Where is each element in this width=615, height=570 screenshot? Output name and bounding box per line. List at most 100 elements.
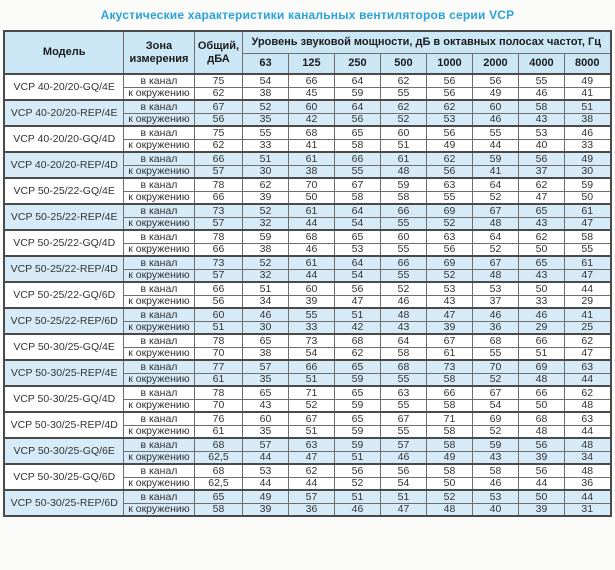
- total-dba-cell: 62,5: [193, 476, 243, 491]
- spl-value-cell: 49: [425, 138, 473, 153]
- spl-value-cell: 54: [471, 398, 519, 413]
- spl-value-cell: 37: [471, 294, 519, 309]
- total-dba-cell: 75: [193, 73, 243, 88]
- zone-cell: в канал: [122, 125, 195, 140]
- spl-value-cell: 61: [425, 346, 473, 361]
- zone-cell: в канал: [122, 229, 195, 244]
- total-dba-cell: 58: [193, 502, 243, 517]
- zone-cell: в канал: [122, 307, 195, 322]
- spl-value-cell: 59: [379, 177, 427, 192]
- spl-value-cell: 65: [241, 385, 289, 400]
- acoustic-characteristics-table: Модель Зона измерения Общий, дБА Уровень…: [3, 30, 612, 517]
- spl-value-cell: 56: [517, 463, 565, 478]
- spl-value-cell: 66: [379, 255, 427, 270]
- model-name: VCP 50-30/25-GQ/6E: [3, 437, 124, 465]
- zone-cell: в канал: [122, 177, 195, 192]
- spl-value-cell: 53: [425, 112, 473, 127]
- spl-value-cell: 65: [333, 125, 381, 140]
- spl-value-cell: 39: [241, 190, 289, 205]
- zone-cell: к окружению: [122, 476, 195, 491]
- spl-value-cell: 44: [241, 450, 289, 465]
- spl-value-cell: 58: [425, 437, 473, 452]
- table-body: VCP 40-20/20-GQ/4E в канал 75 54 66 64 62 56 56 5…: [3, 73, 612, 517]
- model-name: VCP 50-30/25-GQ/4D: [3, 385, 124, 413]
- zone-cell: в канал: [122, 203, 195, 218]
- spl-value-cell: 66: [379, 203, 427, 218]
- spl-value-cell: 51: [517, 346, 565, 361]
- total-dba-cell: 66: [193, 281, 243, 296]
- spl-value-cell: 51: [379, 489, 427, 504]
- spl-value-cell: 62: [517, 177, 565, 192]
- spl-value-cell: 56: [333, 281, 381, 296]
- spl-value-cell: 73: [287, 333, 335, 348]
- spl-value-cell: 37: [517, 164, 565, 179]
- spl-value-cell: 46: [379, 450, 427, 465]
- zone-cell: в канал: [122, 359, 195, 374]
- spl-value-cell: 46: [563, 125, 612, 140]
- col-header-freq-250: 250: [333, 52, 381, 75]
- col-header-freq-63: 63: [241, 52, 289, 75]
- spl-value-cell: 59: [241, 229, 289, 244]
- table-row: к окружению 57 32 44 54 55 52 48 43 47: [4, 268, 612, 283]
- spl-value-cell: 73: [425, 359, 473, 374]
- zone-cell: в канал: [122, 463, 195, 478]
- total-dba-cell: 57: [193, 216, 243, 231]
- spl-value-cell: 51: [287, 372, 335, 387]
- table-row: к окружению 62,5 44 47 51 46 49 43 39 34: [4, 450, 612, 465]
- model-name: VCP 40-20/20-GQ/4E: [3, 73, 124, 101]
- spl-value-cell: 51: [287, 424, 335, 439]
- total-dba-cell: 76: [193, 411, 243, 426]
- zone-cell: в канал: [122, 151, 195, 166]
- spl-value-cell: 67: [471, 385, 519, 400]
- spl-value-cell: 59: [333, 86, 381, 101]
- spl-value-cell: 53: [333, 242, 381, 257]
- col-header-freq-4000: 4000: [517, 52, 565, 75]
- spl-value-cell: 68: [287, 229, 335, 244]
- spl-value-cell: 55: [563, 242, 612, 257]
- col-header-freq-1000: 1000: [425, 52, 473, 75]
- spl-value-cell: 44: [241, 476, 289, 491]
- spl-value-cell: 69: [517, 359, 565, 374]
- zone-cell: к окружению: [122, 372, 195, 387]
- total-dba-cell: 66: [193, 242, 243, 257]
- spl-value-cell: 57: [287, 489, 335, 504]
- spl-value-cell: 67: [425, 333, 473, 348]
- spl-value-cell: 53: [471, 281, 519, 296]
- model-name: VCP 50-25/22-GQ/4D: [3, 229, 124, 257]
- model-name: VCP 50-30/25-REP/6D: [3, 489, 124, 517]
- col-header-freq-125: 125: [287, 52, 335, 75]
- spl-value-cell: 59: [471, 151, 519, 166]
- spl-value-cell: 44: [287, 216, 335, 231]
- spl-value-cell: 59: [471, 437, 519, 452]
- zone-cell: в канал: [122, 281, 195, 296]
- spl-value-cell: 65: [241, 333, 289, 348]
- spl-value-cell: 33: [241, 138, 289, 153]
- spl-value-cell: 44: [517, 476, 565, 491]
- total-dba-cell: 78: [193, 177, 243, 192]
- total-dba-cell: 56: [193, 294, 243, 309]
- spl-value-cell: 55: [379, 216, 427, 231]
- spl-value-cell: 50: [517, 242, 565, 257]
- spl-value-cell: 62: [379, 73, 427, 88]
- spl-value-cell: 51: [333, 489, 381, 504]
- table-row: VCP 50-30/25-GQ/6E в канал 68 57 63 59 57 58 59 5…: [3, 437, 612, 465]
- spl-value-cell: 58: [379, 190, 427, 205]
- spl-value-cell: 60: [379, 229, 427, 244]
- spl-value-cell: 39: [425, 320, 473, 335]
- spl-value-cell: 64: [333, 255, 381, 270]
- total-dba-cell: 66: [193, 190, 243, 205]
- spl-value-cell: 58: [379, 346, 427, 361]
- zone-cell: к окружению: [122, 164, 195, 179]
- spl-value-cell: 44: [471, 138, 519, 153]
- spl-value-cell: 54: [379, 476, 427, 491]
- spl-value-cell: 41: [563, 86, 612, 101]
- spl-value-cell: 51: [241, 281, 289, 296]
- spl-value-cell: 46: [471, 307, 519, 322]
- spl-value-cell: 55: [287, 307, 335, 322]
- total-dba-cell: 66: [193, 151, 243, 166]
- spl-value-cell: 34: [241, 294, 289, 309]
- spl-value-cell: 47: [287, 450, 335, 465]
- spl-value-cell: 36: [287, 502, 335, 517]
- spl-value-cell: 65: [333, 385, 381, 400]
- spl-value-cell: 43: [471, 450, 519, 465]
